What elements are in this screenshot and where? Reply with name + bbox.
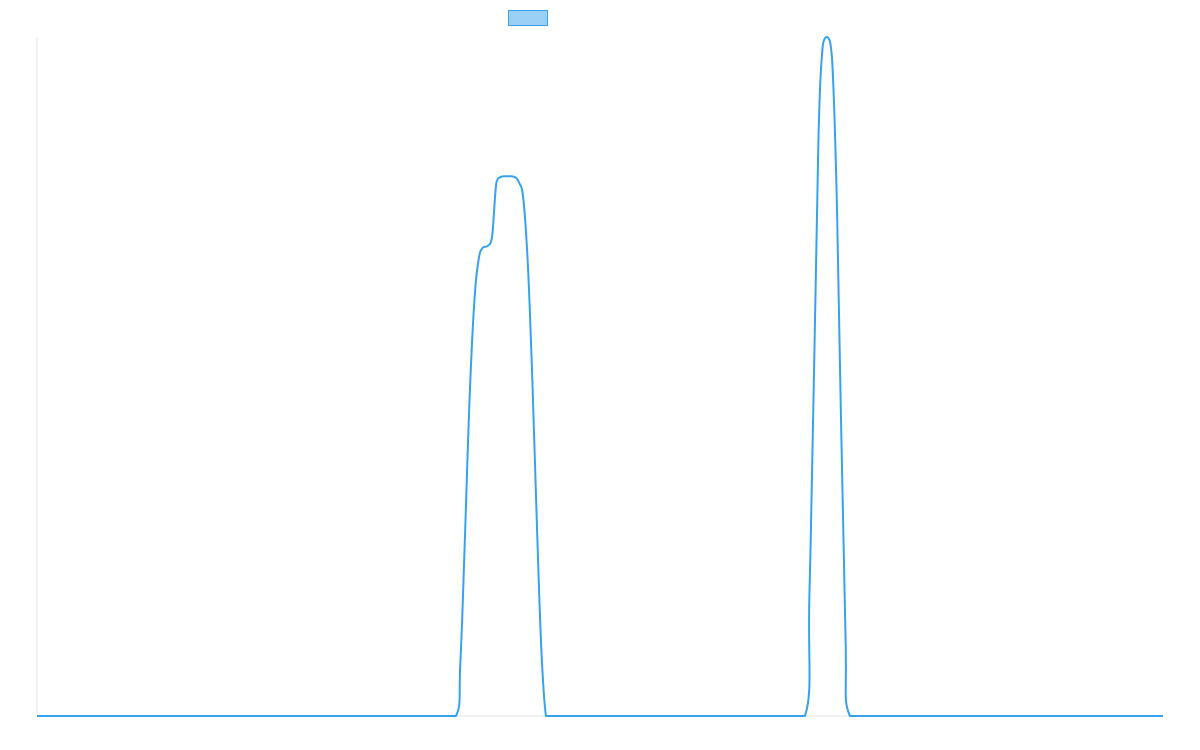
series-line-0: [37, 36, 1163, 717]
legend-swatch[interactable]: [508, 10, 548, 26]
axes: [36, 37, 1163, 717]
series-layer: [37, 36, 1163, 717]
